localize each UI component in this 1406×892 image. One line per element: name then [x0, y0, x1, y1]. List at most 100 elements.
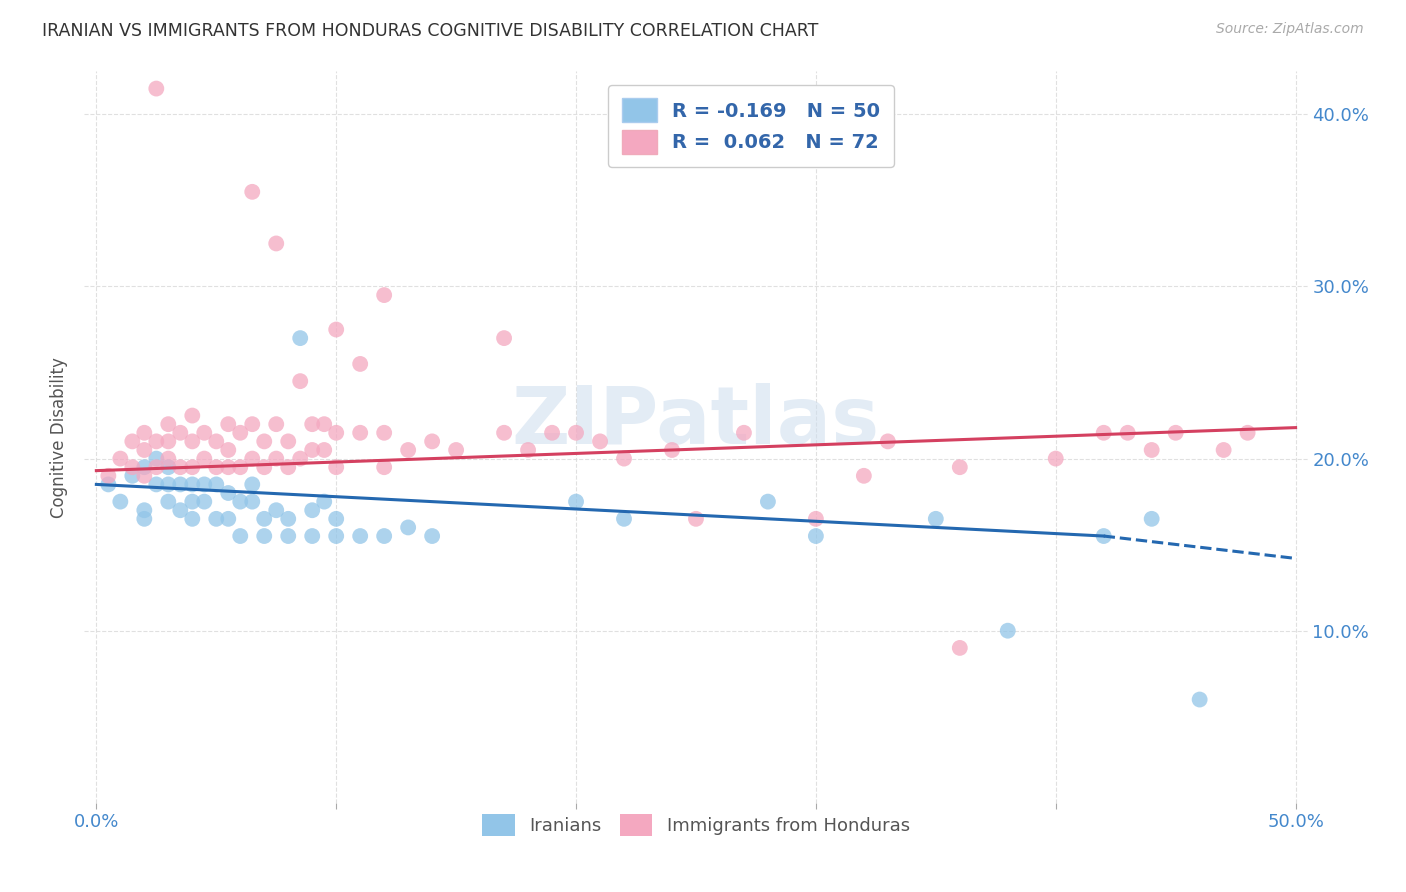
Point	[420, 434, 443, 449]
Text: IRANIAN VS IMMIGRANTS FROM HONDURAS COGNITIVE DISABILITY CORRELATION CHART: IRANIAN VS IMMIGRANTS FROM HONDURAS COGN…	[42, 22, 818, 40]
Point	[301, 417, 323, 432]
Point	[301, 529, 323, 543]
Point	[349, 425, 371, 440]
Point	[205, 460, 228, 475]
Point	[181, 512, 204, 526]
Point	[229, 529, 252, 543]
Point	[145, 460, 167, 475]
Point	[157, 417, 180, 432]
Point	[253, 529, 276, 543]
Point	[314, 442, 336, 457]
Point	[804, 512, 827, 526]
Point	[1045, 451, 1067, 466]
Point	[134, 460, 156, 475]
Point	[169, 425, 191, 440]
Point	[229, 494, 252, 508]
Point	[264, 451, 287, 466]
Point	[134, 442, 156, 457]
Point	[1164, 425, 1187, 440]
Point	[217, 442, 239, 457]
Point	[494, 425, 516, 440]
Point	[169, 460, 191, 475]
Point	[229, 460, 252, 475]
Point	[264, 503, 287, 517]
Point	[169, 477, 191, 491]
Point	[1092, 425, 1115, 440]
Point	[277, 460, 299, 475]
Point	[264, 236, 287, 251]
Point	[264, 417, 287, 432]
Point	[1188, 692, 1211, 706]
Point	[121, 468, 143, 483]
Point	[145, 477, 167, 491]
Point	[181, 434, 204, 449]
Point	[949, 460, 972, 475]
Point	[1092, 529, 1115, 543]
Point	[181, 494, 204, 508]
Point	[301, 442, 323, 457]
Point	[325, 460, 347, 475]
Point	[804, 529, 827, 543]
Text: Source: ZipAtlas.com: Source: ZipAtlas.com	[1216, 22, 1364, 37]
Point	[325, 322, 347, 336]
Point	[157, 460, 180, 475]
Point	[444, 442, 467, 457]
Point	[240, 417, 263, 432]
Y-axis label: Cognitive Disability: Cognitive Disability	[51, 357, 69, 517]
Point	[373, 288, 395, 302]
Point	[420, 529, 443, 543]
Point	[565, 425, 588, 440]
Point	[134, 503, 156, 517]
Point	[97, 477, 120, 491]
Point	[193, 451, 215, 466]
Point	[565, 494, 588, 508]
Point	[110, 451, 132, 466]
Point	[494, 331, 516, 345]
Point	[253, 512, 276, 526]
Point	[756, 494, 779, 508]
Point	[517, 442, 540, 457]
Point	[121, 460, 143, 475]
Point	[661, 442, 683, 457]
Point	[373, 529, 395, 543]
Point	[541, 425, 564, 440]
Point	[217, 460, 239, 475]
Point	[181, 409, 204, 423]
Point	[193, 477, 215, 491]
Point	[97, 468, 120, 483]
Point	[314, 417, 336, 432]
Point	[145, 451, 167, 466]
Point	[1236, 425, 1258, 440]
Point	[589, 434, 612, 449]
Point	[997, 624, 1019, 638]
Point	[1140, 512, 1163, 526]
Point	[134, 468, 156, 483]
Point	[253, 460, 276, 475]
Point	[193, 425, 215, 440]
Point	[277, 434, 299, 449]
Point	[325, 512, 347, 526]
Point	[134, 425, 156, 440]
Point	[613, 451, 636, 466]
Point	[876, 434, 898, 449]
Point	[157, 451, 180, 466]
Point	[613, 512, 636, 526]
Point	[325, 529, 347, 543]
Point	[290, 374, 312, 388]
Point	[253, 434, 276, 449]
Legend: Iranians, Immigrants from Honduras: Iranians, Immigrants from Honduras	[474, 805, 918, 845]
Point	[290, 451, 312, 466]
Point	[157, 477, 180, 491]
Point	[396, 442, 419, 457]
Point	[314, 494, 336, 508]
Point	[852, 468, 875, 483]
Point	[157, 494, 180, 508]
Point	[121, 434, 143, 449]
Point	[193, 494, 215, 508]
Point	[349, 357, 371, 371]
Point	[733, 425, 755, 440]
Point	[396, 520, 419, 534]
Point	[240, 477, 263, 491]
Point	[949, 640, 972, 655]
Point	[217, 512, 239, 526]
